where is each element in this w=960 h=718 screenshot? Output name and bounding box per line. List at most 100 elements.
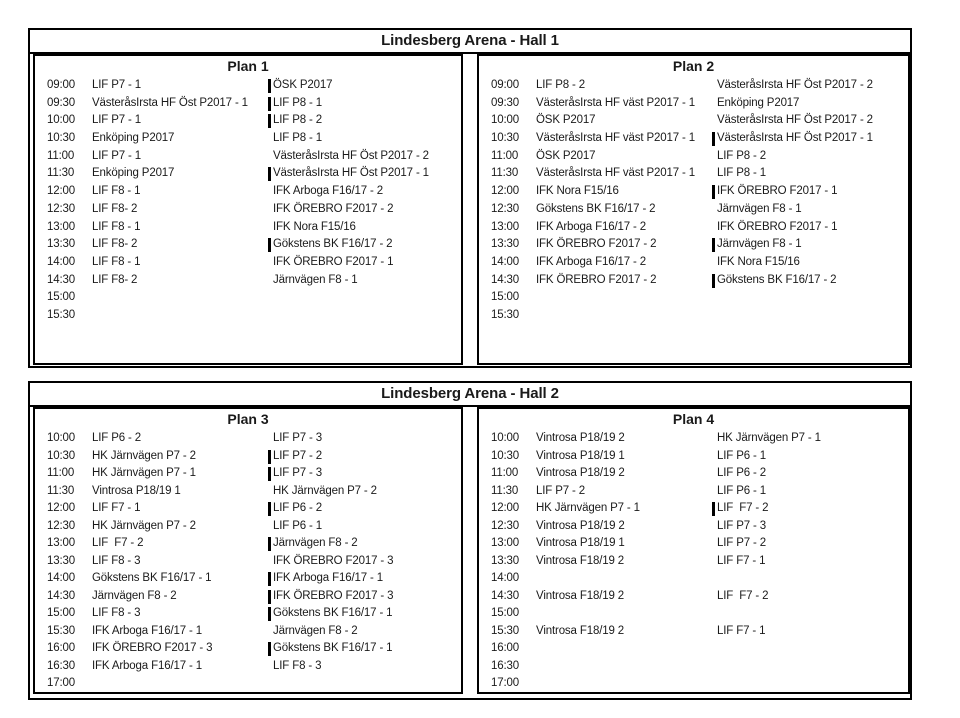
hall-1-section: Lindesberg Arena - Hall 1 Plan 1 09:00 LI… [28, 28, 912, 368]
away-team-cell: LIF F7 - 1 [717, 554, 766, 567]
home-team-cell: LIF F7 - 1 [92, 502, 141, 514]
time-cell: 14:00 [47, 255, 76, 268]
time-cell: 15:30 [47, 308, 76, 321]
time-cell: 11:00 [47, 467, 75, 479]
away-team-cell: IFK Nora F15/16 [273, 220, 356, 233]
home-team-cell [536, 605, 717, 623]
time-cell: 13:30 [491, 238, 520, 251]
home-team-cell: IFK Arboga F16/17 - 1 [92, 659, 202, 672]
schedule-row: 11:00 HK Järnvägen P7 - 1 LIF P7 - 3 [35, 465, 461, 483]
away-team-cell-with-divider-bar: Järnvägen F8 - 2 [268, 535, 461, 553]
home-team-cell: IFK ÖREBRO F2017 - 2 [536, 238, 657, 251]
hall-1-title: Lindesberg Arena - Hall 1 [30, 30, 910, 54]
away-team-cell: LIF P7 - 2 [717, 537, 766, 549]
time-cell: 13:00 [491, 537, 520, 549]
schedule-row: 15:30 [479, 307, 908, 325]
home-team-cell: Vintrosa P18/19 1 [536, 449, 625, 462]
away-team-cell: IFK ÖREBRO F2017 - 1 [273, 255, 394, 268]
home-team-cell: IFK Nora F15/16 [536, 185, 619, 198]
away-team-cell: VästeråsIrsta HF Öst P2017 - 2 [273, 149, 429, 162]
home-team-cell: Enköping P2017 [92, 132, 175, 145]
time-cell: 12:30 [491, 519, 520, 532]
schedule-row: 14:30 Vintrosa F18/19 2 LIF F7 - 2 [479, 588, 908, 606]
time-cell: 12:00 [491, 502, 520, 514]
plan-4-title: Plan 4 [672, 411, 715, 427]
plan-1-panel: Plan 1 09:00 LIF P7 - 1 ÖSK P2017 09:30 Väst… [33, 54, 463, 365]
away-team-cell: VästeråsIrsta HF Öst P2017 - 2 [717, 79, 873, 91]
time-cell: 15:30 [491, 308, 520, 321]
time-cell: 14:30 [491, 589, 520, 602]
home-team-cell: HK Järnvägen P7 - 2 [92, 519, 196, 532]
schedule-row: 10:00 Vintrosa P18/19 2 HK Järnvägen P7 - … [479, 430, 908, 448]
away-team-cell [273, 307, 461, 325]
schedule-row: 14:00 LIF F8 - 1 IFK ÖREBRO F2017 - 1 [35, 254, 461, 272]
time-cell: 11:00 [491, 149, 519, 162]
schedule-row: 14:00 IFK Arboga F16/17 - 2 IFK Nora F15/1… [479, 254, 908, 272]
hall-2-title: Lindesberg Arena - Hall 2 [30, 383, 910, 407]
home-team-cell: LIF P6 - 2 [92, 432, 141, 444]
schedule-row: 14:30 IFK ÖREBRO F2017 - 2 Gökstens BK F16… [479, 272, 908, 290]
home-team-cell: Gökstens BK F16/17 - 1 [92, 572, 212, 584]
away-team-cell-with-divider-bar: LIF P7 - 3 [268, 465, 461, 483]
schedule-row: 12:30 HK Järnvägen P7 - 2 LIF P6 - 1 [35, 518, 461, 536]
time-cell: 13:00 [47, 220, 76, 233]
home-team-cell [536, 570, 717, 588]
home-team-cell: VästeråsIrsta HF väst P2017 - 1 [536, 132, 695, 145]
time-cell: 10:00 [47, 432, 76, 444]
home-team-cell: LIF F8 - 1 [92, 255, 141, 268]
time-cell: 10:00 [47, 114, 76, 127]
schedule-row: 13:00 IFK Arboga F16/17 - 2 IFK ÖREBRO F20… [479, 219, 908, 237]
time-cell: 09:30 [491, 96, 520, 109]
away-team-cell: IFK ÖREBRO F2017 - 1 [717, 220, 838, 233]
time-cell: 10:00 [491, 432, 520, 444]
away-team-cell: LIF P6 - 1 [717, 484, 766, 497]
away-team-cell: IFK Nora F15/16 [717, 255, 800, 268]
time-cell: 16:30 [47, 659, 76, 672]
away-team-cell [717, 289, 908, 307]
schedule-row: 15:30 Vintrosa F18/19 2 LIF F7 - 1 [479, 623, 908, 641]
time-cell: 11:30 [47, 167, 75, 180]
schedule-row: 12:00 HK Järnvägen P7 - 1 LIF F7 - 2 [479, 500, 908, 518]
home-team-cell: VästeråsIrsta HF väst P2017 - 1 [536, 167, 695, 180]
plan-2-panel: Plan 2 09:00 LIF P8 - 2 VästeråsIrsta HF Ö… [477, 54, 910, 365]
time-cell: 12:00 [47, 502, 76, 514]
home-team-cell [536, 658, 717, 676]
schedule-row: 12:00 LIF F8 - 1 IFK Arboga F16/17 - 2 [35, 183, 461, 201]
away-team-cell: LIF F7 - 1 [717, 624, 766, 637]
hall-2-section: Lindesberg Arena - Hall 2 Plan 3 10:00 LI… [28, 381, 912, 700]
schedule-row: 11:30 VästeråsIrsta HF väst P2017 - 1 LIF … [479, 165, 908, 183]
away-team-cell-with-divider-bar: Gökstens BK F16/17 - 1 [268, 640, 461, 658]
time-cell: 09:00 [47, 79, 76, 91]
plan-3-rows: 10:00 LIF P6 - 2 LIF P7 - 3 10:30 HK Järnväg… [35, 430, 461, 692]
away-team-cell: Järnvägen F8 - 1 [717, 202, 802, 215]
schedule-row: 13:00 LIF F7 - 2 Järnvägen F8 - 2 [35, 535, 461, 553]
schedule-row: 11:00 ÖSK P2017 LIF P8 - 2 [479, 148, 908, 166]
time-cell: 14:30 [47, 589, 76, 602]
away-team-cell: Järnvägen F8 - 1 [273, 273, 358, 286]
time-cell: 15:00 [47, 607, 76, 619]
time-cell: 10:00 [491, 114, 520, 127]
home-team-cell: Vintrosa F18/19 2 [536, 554, 625, 567]
plan-4-panel: Plan 4 10:00 Vintrosa P18/19 2 HK Järnväge… [477, 407, 910, 694]
plan-2-title: Plan 2 [672, 58, 715, 74]
schedule-row: 13:30 Vintrosa F18/19 2 LIF F7 - 1 [479, 553, 908, 571]
time-cell: 15:00 [47, 291, 76, 304]
home-team-cell: LIF F8- 2 [92, 273, 138, 286]
schedule-row: 17:00 [479, 675, 908, 692]
home-team-cell: IFK ÖREBRO F2017 - 3 [92, 642, 213, 654]
schedule-row: 11:30 Enköping P2017 VästeråsIrsta HF Öst … [35, 165, 461, 183]
home-team-cell: IFK Arboga F16/17 - 2 [536, 255, 646, 268]
schedule-row: 17:00 [35, 675, 461, 692]
away-team-cell-with-divider-bar: VästeråsIrsta HF Öst P2017 - 1 [268, 165, 461, 183]
away-team-cell-with-divider-bar: LIF P7 - 2 [268, 448, 461, 466]
time-cell: 14:00 [47, 572, 76, 584]
schedule-row: 10:30 Enköping P2017 LIF P8 - 1 [35, 130, 461, 148]
away-team-cell-with-divider-bar: VästeråsIrsta HF Öst P2017 - 1 [712, 130, 908, 148]
time-cell: 16:00 [47, 642, 76, 654]
plan-1-rows: 09:00 LIF P7 - 1 ÖSK P2017 09:30 VästeråsIrs… [35, 77, 461, 325]
time-cell: 14:30 [491, 273, 520, 286]
away-team-cell: IFK ÖREBRO F2017 - 2 [273, 202, 394, 215]
schedule-row: 13:30 LIF F8- 2 Gökstens BK F16/17 - 2 [35, 236, 461, 254]
home-team-cell: Gökstens BK F16/17 - 2 [536, 202, 656, 215]
